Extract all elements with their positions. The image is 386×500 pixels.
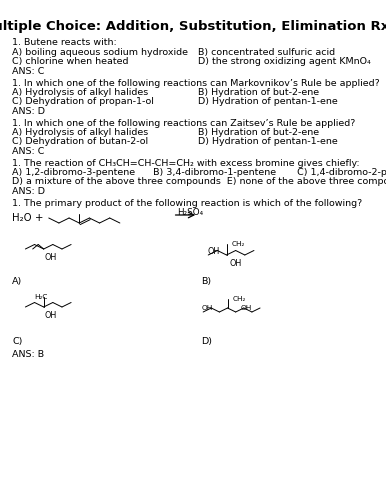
Text: D): D) — [201, 337, 212, 346]
Text: A) Hydrolysis of alkyl halides: A) Hydrolysis of alkyl halides — [12, 88, 149, 97]
Text: 1. Butene reacts with:: 1. Butene reacts with: — [12, 38, 117, 47]
Text: B) concentrated sulfuric acid: B) concentrated sulfuric acid — [198, 48, 335, 57]
Text: D) Hydration of pentan-1-ene: D) Hydration of pentan-1-ene — [198, 97, 338, 106]
Text: 1. In which one of the following reactions can Zaitsev’s Rule be applied?: 1. In which one of the following reactio… — [12, 119, 356, 128]
Text: OH: OH — [45, 254, 57, 262]
Text: ANS: C: ANS: C — [12, 147, 44, 156]
Text: B) Hydration of but-2-ene: B) Hydration of but-2-ene — [198, 128, 319, 137]
Text: OH: OH — [45, 312, 57, 320]
Text: D) the strong oxidizing agent KMnO₄: D) the strong oxidizing agent KMnO₄ — [198, 57, 371, 66]
Text: D) Hydration of pentan-1-ene: D) Hydration of pentan-1-ene — [198, 137, 338, 146]
Text: Multiple Choice: Addition, Substitution, Elimination Rxns: Multiple Choice: Addition, Substitution,… — [0, 20, 386, 33]
Text: OH: OH — [207, 248, 219, 256]
Text: C) Dehydration of butan-2-ol: C) Dehydration of butan-2-ol — [12, 137, 148, 146]
Text: 1. The primary product of the following reaction is which of the following?: 1. The primary product of the following … — [12, 199, 362, 208]
Text: ANS: D: ANS: D — [12, 187, 45, 196]
Text: OH: OH — [201, 305, 213, 311]
Text: A) Hydrolysis of alkyl halides: A) Hydrolysis of alkyl halides — [12, 128, 149, 137]
Text: H₂C: H₂C — [34, 294, 48, 300]
Text: ANS: B: ANS: B — [12, 350, 44, 359]
Text: A) boiling aqueous sodium hydroxide: A) boiling aqueous sodium hydroxide — [12, 48, 188, 57]
Text: 1. The reaction of CH₃CH=CH-CH=CH₂ with excess bromine gives chiefly:: 1. The reaction of CH₃CH=CH-CH=CH₂ with … — [12, 159, 360, 168]
Text: A): A) — [12, 277, 22, 286]
Text: ANS: C: ANS: C — [12, 67, 44, 76]
Text: C): C) — [12, 337, 22, 346]
Text: C) chlorine when heated: C) chlorine when heated — [12, 57, 129, 66]
Text: A) 1,2-dibromo-3-pentene      B) 3,4-dibromo-1-pentene       C) 1,4-dibromo-2-pe: A) 1,2-dibromo-3-pentene B) 3,4-dibromo-… — [12, 168, 386, 177]
Text: CH₂: CH₂ — [233, 296, 246, 302]
Text: CH₂: CH₂ — [232, 241, 245, 247]
Text: C) Dehydration of propan-1-ol: C) Dehydration of propan-1-ol — [12, 97, 154, 106]
Text: B): B) — [201, 277, 211, 286]
Text: OH: OH — [230, 258, 242, 268]
Text: H₂SO₄: H₂SO₄ — [177, 208, 203, 217]
Text: B) Hydration of but-2-ene: B) Hydration of but-2-ene — [198, 88, 319, 97]
Text: D) a mixture of the above three compounds  E) none of the above three compounds: D) a mixture of the above three compound… — [12, 177, 386, 186]
Text: 1. In which one of the following reactions can Markovnikov’s Rule be applied?: 1. In which one of the following reactio… — [12, 79, 380, 88]
Text: OH: OH — [240, 305, 251, 311]
Text: ANS: D: ANS: D — [12, 107, 45, 116]
Text: H₂O +: H₂O + — [12, 213, 44, 223]
